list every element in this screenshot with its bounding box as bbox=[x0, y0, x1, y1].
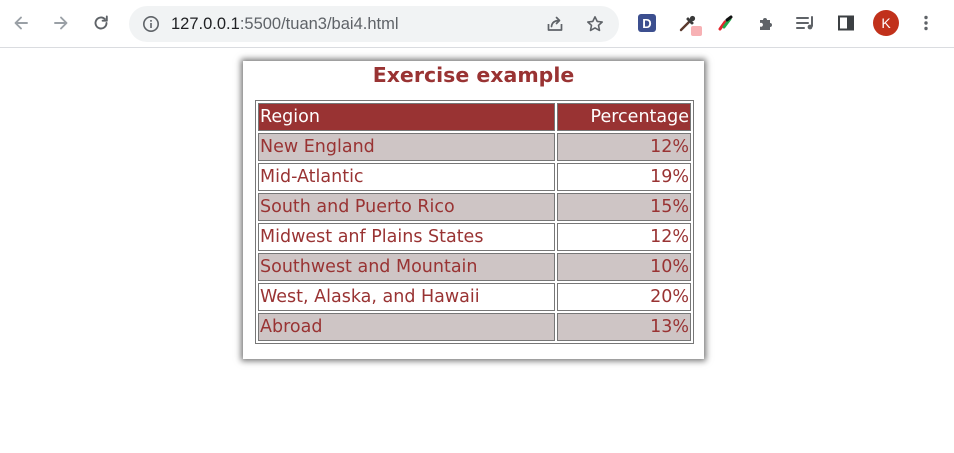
cell-percentage: 12% bbox=[557, 133, 691, 161]
table-row: Abroad 13% bbox=[258, 313, 691, 341]
content-card: Exercise example Region Percentage New E… bbox=[243, 61, 704, 359]
table-row: Southwest and Mountain 10% bbox=[258, 253, 691, 281]
reading-list-icon bbox=[796, 16, 813, 30]
share-button[interactable] bbox=[543, 12, 567, 36]
back-button[interactable] bbox=[7, 9, 35, 37]
cell-percentage: 15% bbox=[557, 193, 691, 221]
bookmark-button[interactable] bbox=[583, 12, 607, 36]
cell-region: West, Alaska, and Hawaii bbox=[258, 283, 555, 311]
browser-toolbar: 127.0.0.1:5500/tuan3/bai4.html D bbox=[0, 0, 954, 48]
header-percentage: Percentage bbox=[557, 103, 691, 131]
cell-percentage: 10% bbox=[557, 253, 691, 281]
page-title: Exercise example bbox=[372, 63, 575, 87]
extension-badge bbox=[691, 26, 702, 36]
forward-arrow-icon bbox=[54, 16, 68, 30]
url-path: :5500/tuan3/bai4.html bbox=[239, 15, 399, 33]
cell-percentage: 12% bbox=[557, 223, 691, 251]
table-row: West, Alaska, and Hawaii 20% bbox=[258, 283, 691, 311]
cell-percentage: 13% bbox=[557, 313, 691, 341]
header-region: Region bbox=[258, 103, 555, 131]
eyedropper-extension-button[interactable] bbox=[674, 9, 702, 37]
side-panel-button[interactable] bbox=[832, 9, 860, 37]
extension-d-icon: D bbox=[638, 14, 656, 32]
profile-button[interactable]: K bbox=[872, 9, 900, 37]
extension-d-button[interactable]: D bbox=[633, 9, 661, 37]
cell-region: Midwest anf Plains States bbox=[258, 223, 555, 251]
share-icon bbox=[547, 16, 563, 31]
reload-icon bbox=[94, 15, 108, 30]
url-text[interactable]: 127.0.0.1:5500/tuan3/bai4.html bbox=[171, 6, 399, 42]
info-icon bbox=[143, 16, 159, 32]
color-pen-extension-button[interactable] bbox=[712, 9, 740, 37]
forward-button[interactable] bbox=[47, 9, 75, 37]
cell-percentage: 19% bbox=[557, 163, 691, 191]
table-header-row: Region Percentage bbox=[258, 103, 691, 131]
table-row: Mid-Atlantic 19% bbox=[258, 163, 691, 191]
eyedropper-icon bbox=[679, 15, 696, 32]
kebab-menu-icon bbox=[924, 15, 928, 31]
reload-button[interactable] bbox=[87, 9, 115, 37]
bookmark-star-icon bbox=[587, 16, 603, 32]
url-host: 127.0.0.1 bbox=[171, 15, 240, 33]
browser-menu-button[interactable] bbox=[912, 9, 940, 37]
color-pen-icon bbox=[718, 15, 733, 31]
table-row: New England 12% bbox=[258, 133, 691, 161]
reading-list-button[interactable] bbox=[792, 9, 820, 37]
address-bar[interactable]: 127.0.0.1:5500/tuan3/bai4.html bbox=[129, 6, 619, 42]
side-panel-icon bbox=[838, 15, 854, 31]
avatar: K bbox=[873, 10, 899, 36]
cell-region: Southwest and Mountain bbox=[258, 253, 555, 281]
puzzle-icon bbox=[760, 18, 772, 30]
cell-region: South and Puerto Rico bbox=[258, 193, 555, 221]
cell-region: New England bbox=[258, 133, 555, 161]
cell-percentage: 20% bbox=[557, 283, 691, 311]
table-row: South and Puerto Rico 15% bbox=[258, 193, 691, 221]
cell-region: Abroad bbox=[258, 313, 555, 341]
region-table: Region Percentage New England 12% Mid-At… bbox=[255, 100, 694, 344]
back-arrow-icon bbox=[14, 16, 28, 30]
cell-region: Mid-Atlantic bbox=[258, 163, 555, 191]
site-info-button[interactable] bbox=[139, 12, 163, 36]
extensions-button[interactable] bbox=[752, 9, 780, 37]
table-row: Midwest anf Plains States 12% bbox=[258, 223, 691, 251]
